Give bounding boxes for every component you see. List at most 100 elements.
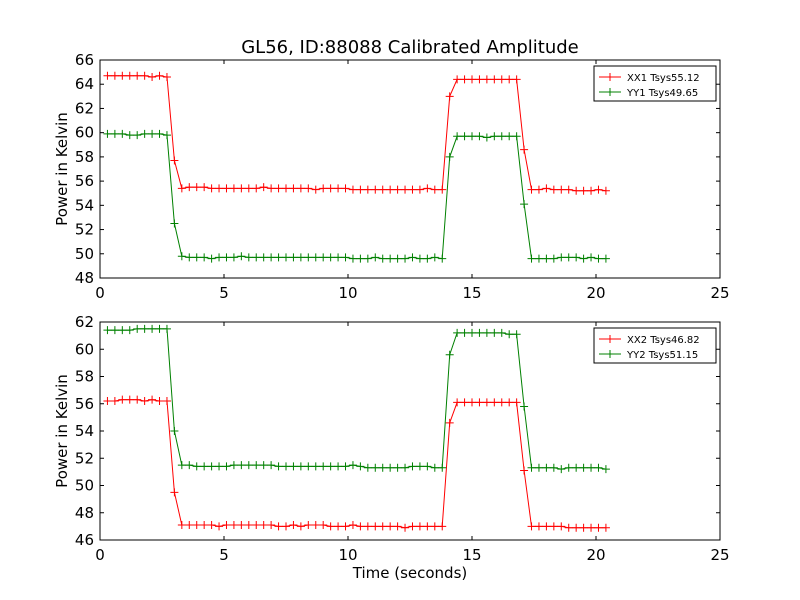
data-point	[601, 254, 610, 263]
data-point	[267, 461, 276, 470]
data-point	[475, 328, 484, 337]
data-point	[304, 184, 313, 193]
data-point	[140, 324, 149, 333]
x-tick-label: 0	[95, 546, 105, 564]
x-tick-label: 5	[219, 546, 229, 564]
data-point	[110, 71, 119, 80]
data-point	[430, 185, 439, 194]
data-point	[363, 522, 372, 531]
chart-title: GL56, ID:88088 Calibrated Amplitude	[241, 37, 579, 58]
data-point	[229, 184, 238, 193]
y-tick-label: 64	[75, 75, 94, 93]
data-point	[460, 132, 469, 141]
data-point	[512, 398, 521, 407]
data-point	[274, 253, 283, 262]
y-tick-label: 46	[75, 531, 94, 549]
data-point	[542, 463, 551, 472]
data-point	[125, 131, 134, 140]
data-point	[386, 254, 395, 263]
data-point	[267, 184, 276, 193]
y-tick-label: 56	[75, 172, 94, 190]
data-point	[601, 465, 610, 474]
data-point	[244, 461, 253, 470]
data-point	[415, 462, 424, 471]
y-tick-label: 54	[75, 196, 94, 214]
data-point	[445, 350, 454, 359]
data-point	[289, 462, 298, 471]
data-point	[594, 523, 603, 532]
data-point	[200, 183, 209, 192]
legend-marker	[606, 88, 614, 96]
data-point	[244, 184, 253, 193]
data-point	[103, 129, 112, 138]
data-point	[162, 397, 171, 406]
data-point	[237, 184, 246, 193]
data-point	[579, 254, 588, 263]
data-point	[155, 129, 164, 138]
data-point	[110, 326, 119, 335]
data-point	[155, 324, 164, 333]
data-point	[453, 328, 462, 337]
legend: XX1 Tsys55.12 YY1 Tsys49.65	[593, 65, 717, 102]
y-tick-label: 50	[75, 245, 94, 263]
data-point	[319, 462, 328, 471]
x-tick-label: 10	[338, 546, 357, 564]
data-point	[207, 462, 216, 471]
data-point	[445, 152, 454, 161]
data-point	[118, 395, 127, 404]
data-point	[289, 184, 298, 193]
data-point	[587, 523, 596, 532]
y-tick-label: 48	[75, 269, 94, 287]
data-point	[282, 522, 290, 531]
data-point	[200, 462, 209, 471]
data-point	[215, 522, 224, 531]
data-point	[386, 463, 395, 472]
data-point	[133, 324, 142, 333]
data-point	[304, 253, 313, 262]
data-point	[475, 398, 484, 407]
data-point	[222, 184, 231, 193]
data-point	[282, 462, 290, 471]
data-point	[482, 75, 491, 84]
data-point	[229, 253, 238, 262]
data-point	[222, 253, 231, 262]
data-point	[304, 462, 313, 471]
data-point	[497, 398, 506, 407]
data-point	[215, 462, 224, 471]
data-point	[215, 253, 224, 262]
data-point	[549, 522, 558, 531]
data-point	[259, 183, 268, 192]
data-point	[348, 185, 357, 194]
data-point	[468, 398, 476, 407]
data-point	[348, 254, 357, 263]
data-point	[140, 71, 149, 80]
data-point	[348, 461, 357, 470]
data-point	[490, 132, 499, 141]
data-point	[579, 523, 588, 532]
data-point	[319, 184, 328, 193]
data-point	[185, 253, 194, 262]
data-point	[371, 253, 380, 262]
data-point	[393, 522, 402, 531]
data-point	[468, 132, 476, 141]
legend-marker	[606, 350, 614, 358]
x-tick-label: 20	[586, 546, 605, 564]
data-point	[534, 522, 543, 531]
data-point	[237, 461, 246, 470]
data-point	[207, 521, 216, 530]
data-point	[207, 254, 216, 263]
data-point	[334, 253, 343, 262]
data-point	[453, 398, 462, 407]
data-point	[155, 397, 164, 406]
data-point	[587, 463, 596, 472]
data-point	[289, 253, 298, 262]
y-tick-label: 52	[75, 221, 94, 239]
data-point	[148, 129, 157, 138]
data-point	[386, 185, 395, 194]
data-point	[185, 521, 194, 530]
data-point	[326, 253, 335, 262]
legend-box	[593, 65, 717, 102]
data-point	[430, 522, 439, 531]
data-point	[177, 252, 186, 261]
legend-label: YY2 Tsys51.15	[626, 350, 698, 361]
